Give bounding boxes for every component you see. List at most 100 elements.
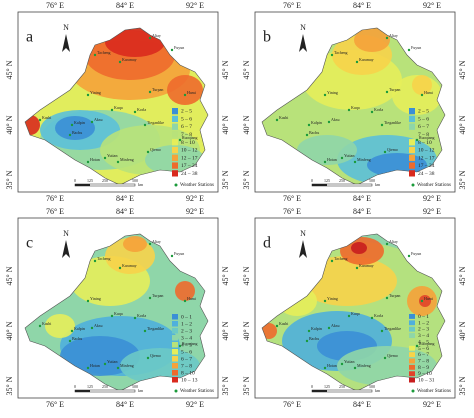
lat-label: 35° N — [458, 376, 467, 395]
station-dot — [347, 108, 351, 112]
lat-label: 35° N — [242, 170, 251, 189]
legend-label: 6 – 7 — [181, 356, 192, 362]
legend-swatch — [409, 162, 415, 169]
scale-unit: km — [138, 388, 144, 393]
scale-tick: 0 — [74, 384, 76, 389]
station-label: Altay — [389, 239, 398, 244]
legend-station-dot — [174, 389, 178, 393]
station-label: Qiemo — [150, 353, 161, 358]
station-dot — [148, 296, 152, 300]
station-dot — [305, 339, 309, 343]
legend-swatch — [409, 108, 415, 115]
legend-swatch — [409, 170, 415, 177]
legend-swatch — [172, 335, 178, 341]
north-label: N — [300, 23, 306, 32]
station-label: Tieganlike — [384, 326, 401, 331]
station-dot — [380, 123, 384, 127]
legend-label: 12 – 17 — [181, 155, 198, 161]
lat-label: 45° N — [5, 266, 14, 285]
lon-label: 92° E — [186, 207, 204, 216]
scale-bar-fill — [312, 390, 327, 392]
legend-swatch — [409, 333, 415, 338]
north-arrow — [299, 240, 307, 258]
station-label: Aksu — [331, 323, 339, 328]
legend-swatch — [172, 377, 178, 383]
station-dot — [347, 314, 351, 318]
lat-label: 45° N — [242, 60, 251, 79]
station-dot — [420, 93, 424, 97]
station-dot — [383, 356, 387, 360]
station-label: Bachu — [309, 130, 319, 135]
station-dot — [327, 120, 331, 124]
legend-label: 5 – 6 — [418, 116, 429, 122]
legend-station-dot — [174, 183, 178, 187]
station-label: Aksu — [94, 323, 102, 328]
lon-label: 84° E — [116, 1, 134, 10]
station-label: Yining — [90, 90, 101, 95]
station-dot — [370, 316, 374, 320]
lat-label: 45° N — [221, 60, 230, 79]
station-dot — [148, 242, 152, 246]
legend-swatch — [409, 326, 415, 332]
lon-label: 76° E — [283, 194, 301, 203]
scale-tick: 250 — [102, 384, 108, 389]
north-label: N — [300, 229, 306, 238]
legend-swatch — [172, 115, 178, 123]
station-dot — [148, 36, 152, 40]
region-outline — [261, 27, 446, 186]
panel-letter: b — [263, 29, 271, 46]
station-label: Hotan — [90, 157, 100, 162]
station-dot — [370, 110, 374, 114]
legend-label: 1 – 2 — [418, 320, 429, 326]
legend-label: 1 – 2 — [181, 321, 192, 327]
legend-label: 7 – 8 — [181, 363, 192, 369]
station-dot — [305, 133, 309, 137]
legend-swatch — [409, 364, 415, 370]
station-dot — [323, 366, 327, 370]
lon-label: 76° E — [46, 207, 64, 216]
legend-label: 17 – 24 — [418, 163, 435, 169]
station-dot — [170, 254, 174, 258]
legend-label: 8 – 9 — [418, 365, 429, 371]
station-dot — [330, 53, 334, 57]
legend-station-label: Weather Stations — [417, 183, 451, 188]
legend-label: 10 – 12 — [418, 148, 435, 154]
station-dot — [380, 329, 384, 333]
lon-label: 92° E — [423, 207, 441, 216]
station-dot — [353, 160, 357, 164]
scale-tick: 250 — [102, 178, 108, 183]
station-label: Tieganlike — [384, 120, 401, 125]
station-dot — [327, 326, 331, 330]
station-dot — [420, 299, 424, 303]
station-dot — [330, 259, 334, 263]
legend-label: 2 – 5 — [181, 109, 192, 115]
scale-tick: 125 — [87, 178, 93, 183]
station-label: Kashi — [279, 321, 289, 326]
legend-label: 12 – 17 — [418, 155, 435, 161]
legend-station-label: Weather Stations — [180, 389, 214, 394]
region-outline — [261, 233, 446, 392]
station-label: Korla — [137, 313, 146, 318]
station-dot — [323, 299, 327, 303]
station-dot — [148, 90, 152, 94]
legend-station-label: Weather Stations — [417, 389, 451, 394]
panel-letter: c — [26, 235, 33, 252]
region-zone — [351, 242, 367, 254]
legend-station-label: Weather Stations — [180, 183, 214, 188]
legend-label: 10 – 12 — [181, 148, 198, 154]
region-zone — [123, 236, 147, 252]
station-dot — [385, 90, 389, 94]
station-dot — [68, 339, 72, 343]
station-dot — [275, 324, 279, 328]
legend-swatch — [172, 154, 178, 161]
station-label: Kuqa — [351, 105, 360, 110]
station-label: Kalpin — [311, 120, 322, 125]
map-panel: 76° E 76° E 84° E 84° E 92° E 92° E 45° N 45° N… — [5, 1, 230, 203]
legend-label: 6 – 7 — [181, 124, 192, 130]
scale-unit: km — [375, 388, 381, 393]
lon-label: 76° E — [46, 194, 64, 203]
station-label: Altay — [152, 33, 161, 38]
station-dot — [86, 366, 90, 370]
legend-swatch — [409, 358, 415, 364]
lon-label: 84° E — [353, 400, 371, 409]
